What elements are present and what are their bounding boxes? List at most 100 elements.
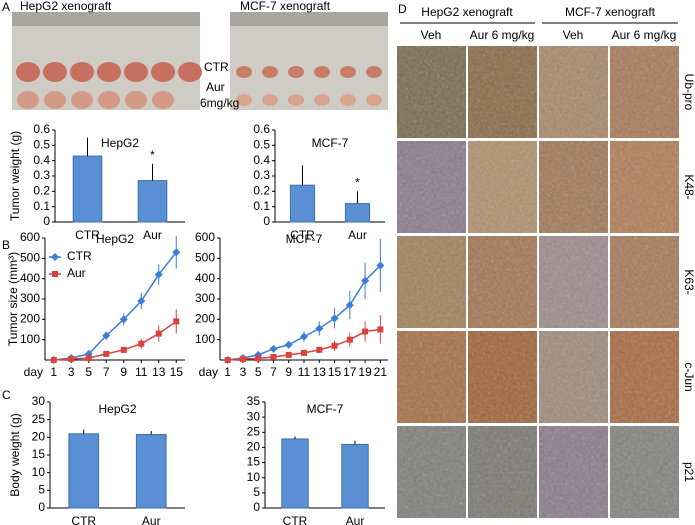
marker xyxy=(154,270,163,279)
photo-title: HepG2 xenograft xyxy=(20,0,112,13)
tumor xyxy=(366,66,382,78)
series-line xyxy=(227,264,381,361)
panel-label: B xyxy=(2,238,10,252)
x-tick-label: Aur xyxy=(143,228,162,242)
tumor xyxy=(124,62,148,82)
tumor xyxy=(43,62,67,82)
tumor xyxy=(366,94,382,106)
tumor xyxy=(314,66,330,78)
bar xyxy=(289,184,316,223)
y-tick-label: 25 xyxy=(32,412,46,426)
ruler xyxy=(12,12,200,26)
tumor xyxy=(125,91,147,109)
marker xyxy=(172,248,181,257)
significance: * xyxy=(355,176,360,190)
tumor xyxy=(236,94,252,106)
x-tick-label: Aur xyxy=(348,228,367,242)
y-tick-label: 100 xyxy=(195,332,215,346)
x-tick-label: 3 xyxy=(68,365,75,379)
tumor xyxy=(151,62,175,82)
ihc-texture xyxy=(539,236,608,328)
x-axis-label: day xyxy=(24,365,43,379)
marker xyxy=(285,351,292,358)
y-tick-label: 200 xyxy=(20,312,40,326)
tumor xyxy=(262,94,278,106)
x-tick-label: CTR xyxy=(290,228,315,242)
y-tick-label: 0.2 xyxy=(253,184,270,198)
ihc-texture xyxy=(539,426,608,518)
tumor xyxy=(314,94,330,106)
bar xyxy=(68,433,100,509)
marker xyxy=(330,314,339,323)
y-tick-label: 20 xyxy=(32,430,46,444)
tumor xyxy=(98,91,120,109)
x-tick-label: 7 xyxy=(103,365,110,379)
y-tick-label: 0.6 xyxy=(253,122,270,136)
column-header: Aur 6 mg/kg xyxy=(612,28,677,42)
y-tick-label: 35 xyxy=(247,394,261,408)
tumor-photos xyxy=(12,12,388,110)
tumor xyxy=(17,91,39,109)
y-tick-label: 200 xyxy=(195,312,215,326)
marker xyxy=(346,336,353,343)
legend-marker xyxy=(51,253,59,261)
x-tick-label: 15 xyxy=(170,365,184,379)
bar xyxy=(341,443,369,509)
y-tick-label: 500 xyxy=(20,251,40,265)
x-tick-label: 11 xyxy=(135,365,148,379)
bar xyxy=(135,434,167,509)
x-tick-label: 5 xyxy=(255,365,262,379)
x-tick-label: 1 xyxy=(50,365,57,379)
x-axis-label: day xyxy=(199,365,218,379)
tumor xyxy=(16,62,40,82)
tumor xyxy=(262,66,278,78)
marker xyxy=(224,357,231,363)
x-tick-label: Aur xyxy=(346,514,365,525)
y-tick-label: 600 xyxy=(195,230,215,244)
marker xyxy=(239,355,246,362)
x-tick-label: 19 xyxy=(358,365,372,379)
chart-title: MCF-7 xyxy=(312,136,349,150)
x-tick-label: 7 xyxy=(270,365,277,379)
group-header: MCF-7 xenograft xyxy=(565,5,656,19)
y-tick-label: 5 xyxy=(253,485,260,499)
y-tick-label: 300 xyxy=(195,291,215,305)
x-tick-label: 9 xyxy=(285,365,292,379)
y-axis-label: Tumor weight (g) xyxy=(8,131,22,221)
ihc-texture xyxy=(468,236,537,328)
column-header: Veh xyxy=(421,28,442,42)
row-label: K48- xyxy=(682,174,695,199)
y-tick-label: 400 xyxy=(195,271,215,285)
chart-title: HepG2 xyxy=(98,402,136,416)
y-tick-label: 30 xyxy=(32,394,46,408)
tumor xyxy=(288,66,304,78)
y-tick-label: 0.1 xyxy=(33,199,50,213)
y-tick-label: 0.4 xyxy=(33,153,50,167)
tumors xyxy=(16,62,382,109)
legend-marker xyxy=(52,271,58,277)
ihc-texture xyxy=(397,141,466,233)
ihc-texture xyxy=(610,426,679,518)
panel-label: D xyxy=(398,2,407,16)
photo-row-label: Aur xyxy=(206,80,225,94)
x-tick-label: 15 xyxy=(328,365,342,379)
tumor xyxy=(71,91,93,109)
bar xyxy=(281,438,309,509)
y-tick-label: 0.3 xyxy=(33,168,50,182)
photo-row-label: 6mg/kg xyxy=(200,96,239,110)
bar xyxy=(344,203,371,223)
ihc-texture xyxy=(539,331,608,423)
marker xyxy=(376,261,385,270)
photo-bg xyxy=(230,12,388,110)
marker xyxy=(362,328,369,335)
tumor xyxy=(97,62,121,82)
ihc-texture xyxy=(610,331,679,423)
x-tick-label: CTR xyxy=(75,228,100,242)
marker xyxy=(269,344,278,353)
ihc-texture xyxy=(397,426,466,518)
legend-label: Aur xyxy=(67,266,86,280)
row-label: p21 xyxy=(682,462,695,482)
ihc-texture xyxy=(468,141,537,233)
marker xyxy=(155,330,162,337)
y-tick-label: 0.4 xyxy=(253,153,270,167)
